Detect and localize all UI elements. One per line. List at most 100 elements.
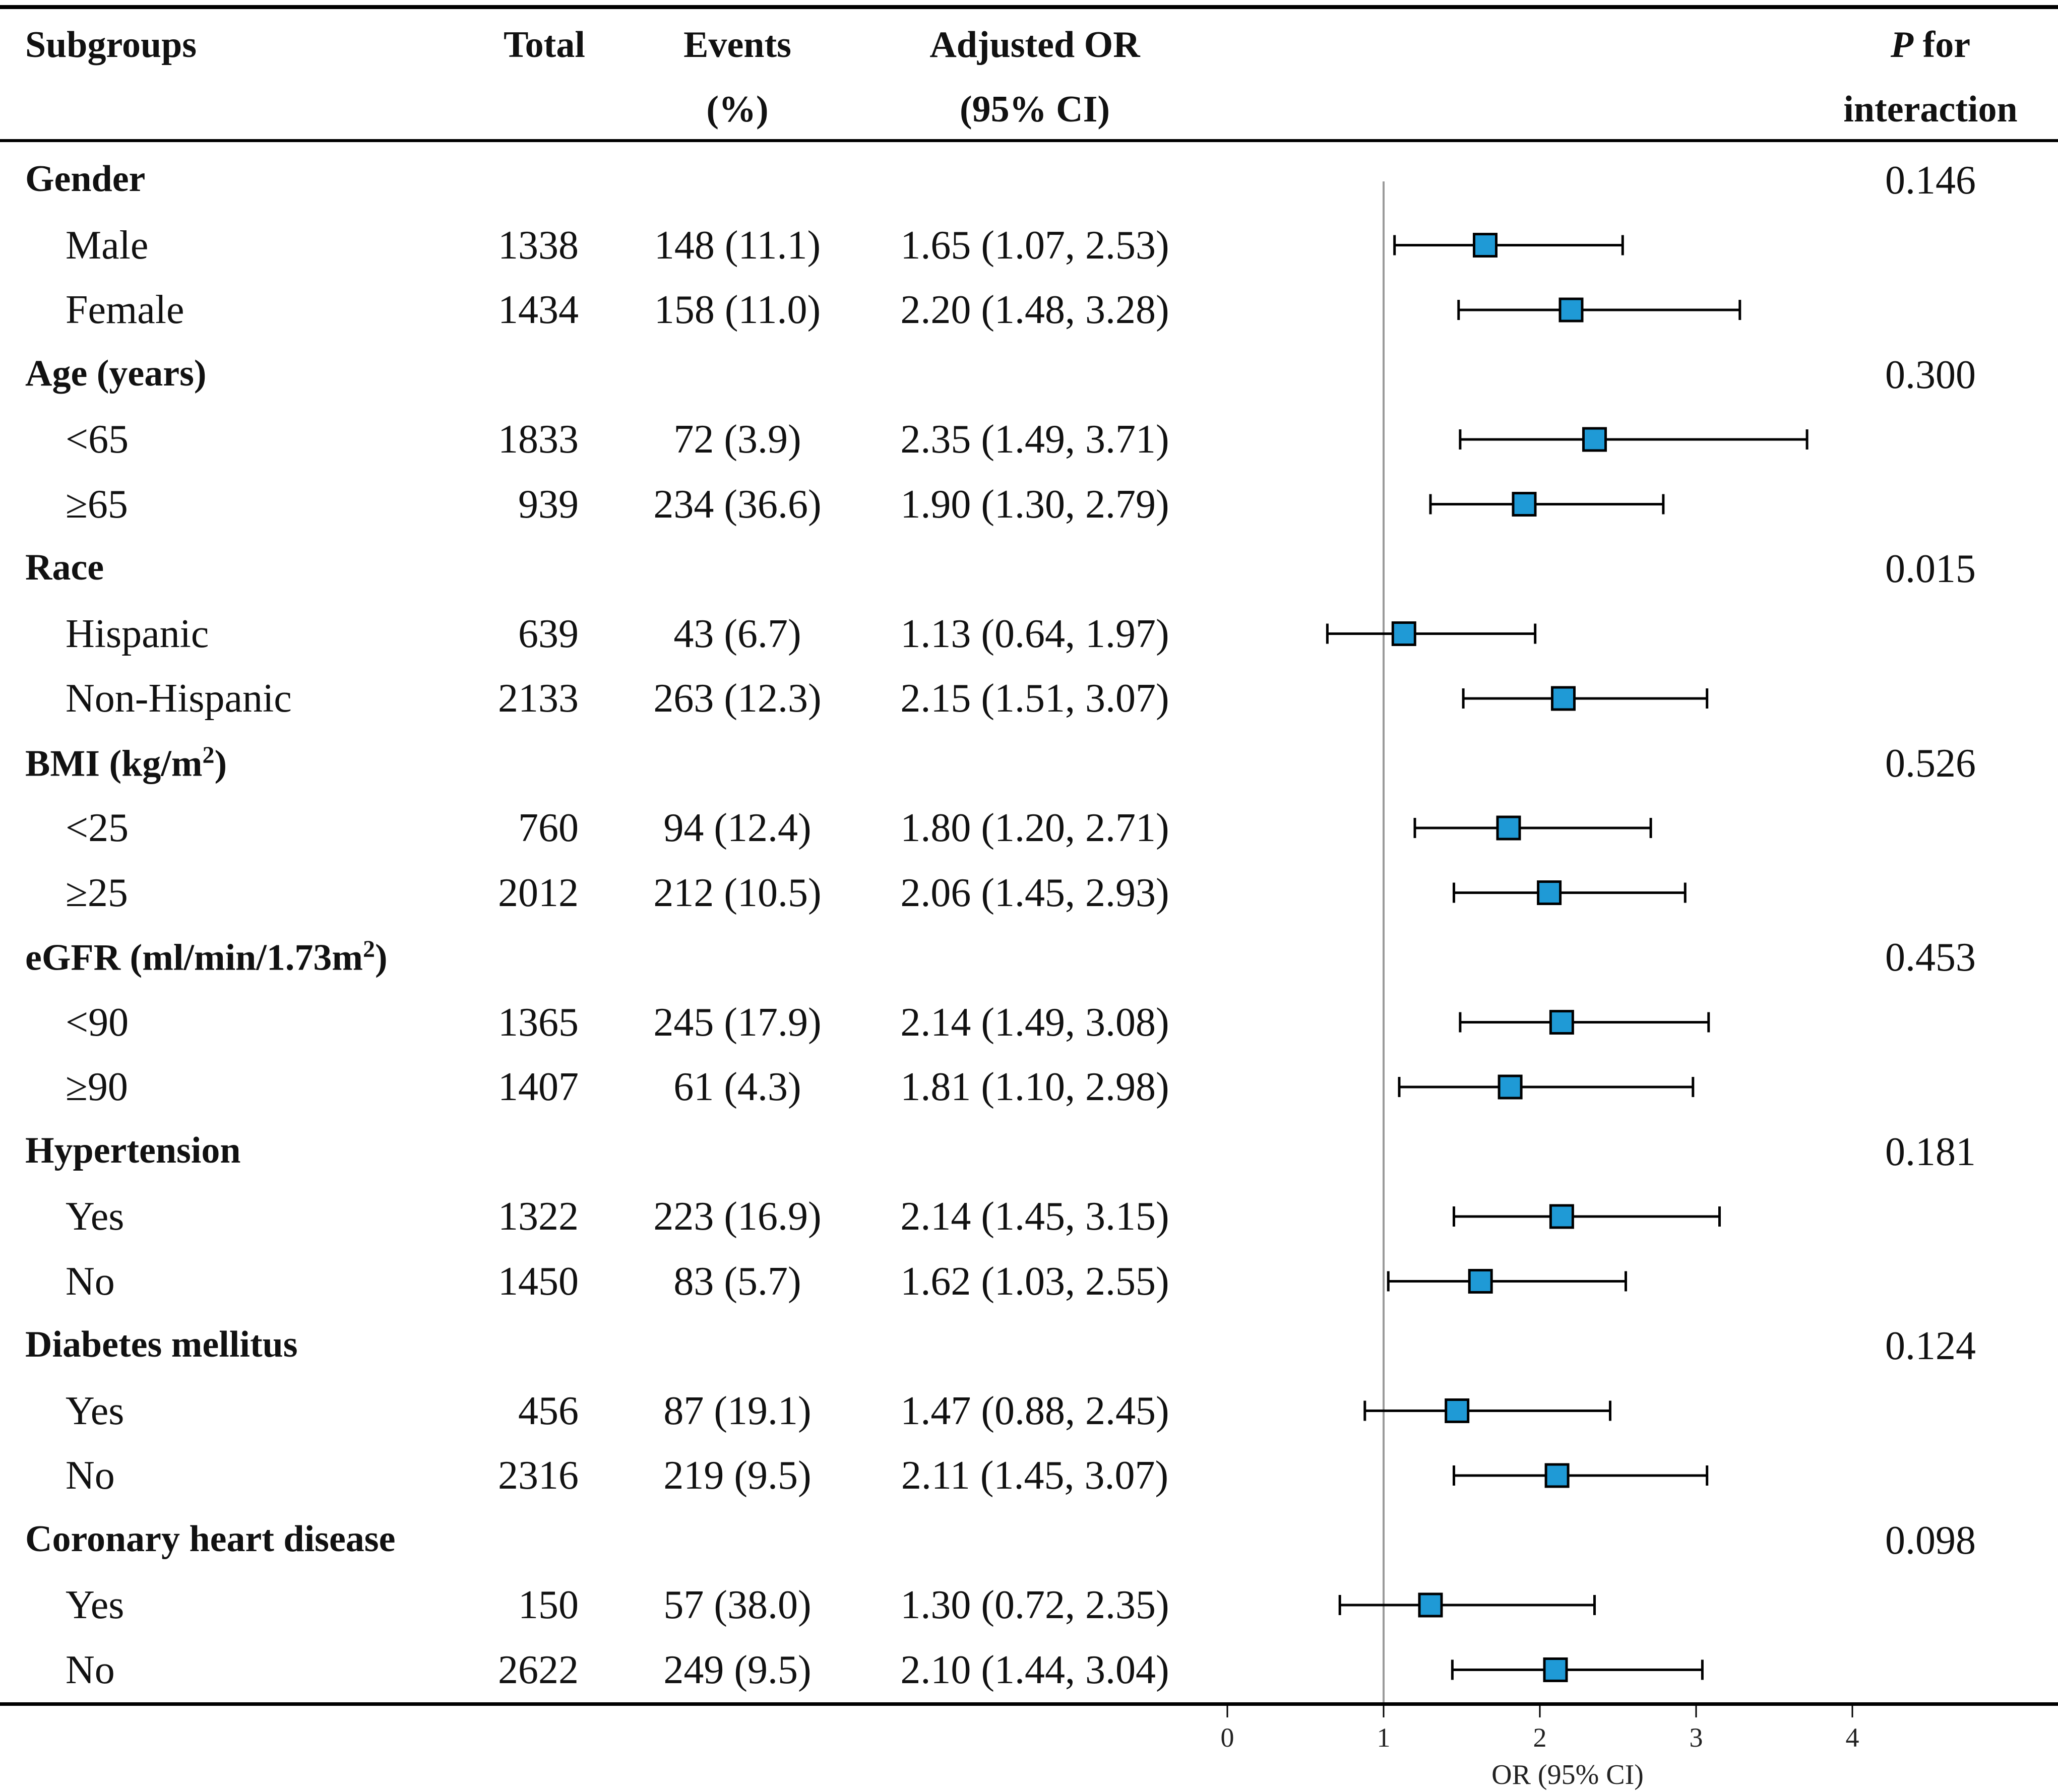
x-tick-label: 0: [1221, 1722, 1234, 1753]
group-label: eGFR (ml/min/1.73m2): [25, 937, 388, 977]
header-adjusted-or-ci: (95% CI): [959, 89, 1110, 130]
group-label-text: Race: [25, 547, 104, 588]
adjusted-or-value: 2.14 (1.49, 3.08): [900, 1000, 1169, 1045]
header-events: Events: [683, 24, 791, 66]
adjusted-or-value: 2.20 (1.48, 3.28): [900, 288, 1169, 332]
top-rule: [0, 5, 2058, 9]
events-value: 212 (10.5): [653, 870, 822, 915]
p-interaction-value: 0.146: [1885, 158, 1976, 203]
or-point-marker: [1512, 492, 1537, 517]
or-point-marker: [1543, 1657, 1568, 1682]
events-value: 57 (38.0): [663, 1583, 812, 1627]
or-point-marker: [1549, 1204, 1574, 1229]
events-value: 43 (6.7): [673, 611, 801, 656]
or-point-marker: [1498, 1074, 1523, 1100]
p-interaction-value: 0.526: [1885, 741, 1976, 786]
header-p-italic: P: [1890, 24, 1914, 66]
events-value: 223 (16.9): [653, 1194, 822, 1239]
total-value: 456: [518, 1388, 579, 1433]
group-label-superscript: 2: [202, 741, 215, 769]
group-label-tail: ): [214, 743, 227, 785]
total-value: 760: [518, 806, 579, 850]
total-value: 1833: [498, 417, 579, 462]
adjusted-or-value: 2.35 (1.49, 3.71): [900, 417, 1169, 462]
events-value: 245 (17.9): [653, 1000, 822, 1045]
or-point-marker: [1537, 880, 1562, 905]
total-value: 639: [518, 611, 579, 656]
subgroup-label: Non-Hispanic: [66, 676, 292, 721]
p-interaction-value: 0.015: [1885, 547, 1976, 591]
group-label-tail: ): [375, 937, 388, 979]
adjusted-or-value: 1.90 (1.30, 2.79): [900, 482, 1169, 527]
or-point-marker: [1445, 1398, 1470, 1423]
total-value: 2622: [498, 1647, 579, 1692]
total-value: 1450: [498, 1259, 579, 1304]
adjusted-or-value: 1.47 (0.88, 2.45): [900, 1388, 1169, 1433]
group-label: Coronary heart disease: [25, 1520, 395, 1558]
group-label-text: Hypertension: [25, 1129, 241, 1171]
group-label-text: Diabetes mellitus: [25, 1324, 298, 1365]
adjusted-or-value: 2.10 (1.44, 3.04): [900, 1647, 1169, 1692]
total-value: 1338: [498, 223, 579, 268]
adjusted-or-value: 1.81 (1.10, 2.98): [900, 1065, 1169, 1109]
subgroup-label: Yes: [66, 1194, 124, 1239]
p-interaction-value: 0.453: [1885, 935, 1976, 980]
header-adjusted-or: Adjusted OR: [929, 24, 1140, 66]
subgroup-label: <25: [66, 806, 129, 850]
or-point-marker: [1473, 233, 1498, 258]
events-value: 263 (12.3): [653, 676, 822, 721]
group-label-text: Gender: [25, 158, 146, 200]
events-value: 158 (11.0): [654, 288, 821, 332]
adjusted-or-value: 2.11 (1.45, 3.07): [901, 1453, 1169, 1498]
group-label-text: Age (years): [25, 352, 207, 394]
or-point-marker: [1496, 815, 1521, 841]
total-value: 1365: [498, 1000, 579, 1045]
total-value: 2316: [498, 1453, 579, 1498]
or-point-marker: [1558, 297, 1584, 323]
header-bottom-rule: [0, 139, 2058, 142]
p-interaction-value: 0.098: [1885, 1518, 1976, 1563]
adjusted-or-value: 2.06 (1.45, 2.93): [900, 870, 1169, 915]
group-label-superscript: 2: [363, 936, 376, 963]
subgroup-label: No: [66, 1453, 115, 1498]
header-total: Total: [504, 24, 585, 66]
events-value: 72 (3.9): [673, 417, 801, 462]
or-point-marker: [1549, 1010, 1574, 1035]
or-point-marker: [1582, 427, 1607, 452]
events-value: 87 (19.1): [663, 1388, 812, 1433]
subgroup-label: <90: [66, 1000, 129, 1045]
header-subgroups: Subgroups: [25, 24, 197, 66]
subgroup-label: No: [66, 1259, 115, 1304]
group-label: Age (years): [25, 355, 207, 392]
header-p-for-text: for: [1913, 24, 1971, 66]
x-axis-title: OR (95% CI): [1491, 1759, 1644, 1790]
or-point-marker: [1544, 1463, 1570, 1488]
header-events-unit: (%): [706, 89, 769, 130]
total-value: 1322: [498, 1194, 579, 1239]
total-value: 2012: [498, 870, 579, 915]
adjusted-or-value: 1.65 (1.07, 2.53): [900, 223, 1169, 268]
subgroup-label: Hispanic: [66, 611, 209, 656]
group-label: Diabetes mellitus: [25, 1326, 298, 1363]
group-label-text: eGFR (ml/min/1.73m: [25, 937, 363, 979]
header-p-for: P for: [1891, 26, 1970, 63]
group-label-text: Coronary heart disease: [25, 1518, 396, 1560]
x-tick-label: 4: [1846, 1722, 1859, 1753]
group-label: BMI (kg/m2): [25, 741, 227, 785]
total-value: 2133: [498, 676, 579, 721]
group-label: Race: [25, 549, 104, 586]
or-point-marker: [1468, 1269, 1493, 1294]
subgroup-label: <65: [66, 417, 129, 462]
subgroup-label: No: [66, 1647, 115, 1692]
subgroup-label: Yes: [66, 1388, 124, 1433]
total-value: 150: [518, 1583, 579, 1627]
x-tick-label: 3: [1690, 1722, 1703, 1753]
subgroup-label: Female: [66, 288, 184, 332]
events-value: 94 (12.4): [663, 806, 812, 850]
adjusted-or-value: 1.62 (1.03, 2.55): [900, 1259, 1169, 1304]
group-label: Hypertension: [25, 1132, 241, 1169]
adjusted-or-value: 1.80 (1.20, 2.71): [900, 806, 1169, 850]
p-interaction-value: 0.300: [1885, 352, 1976, 397]
subgroup-label: ≥65: [66, 482, 128, 527]
